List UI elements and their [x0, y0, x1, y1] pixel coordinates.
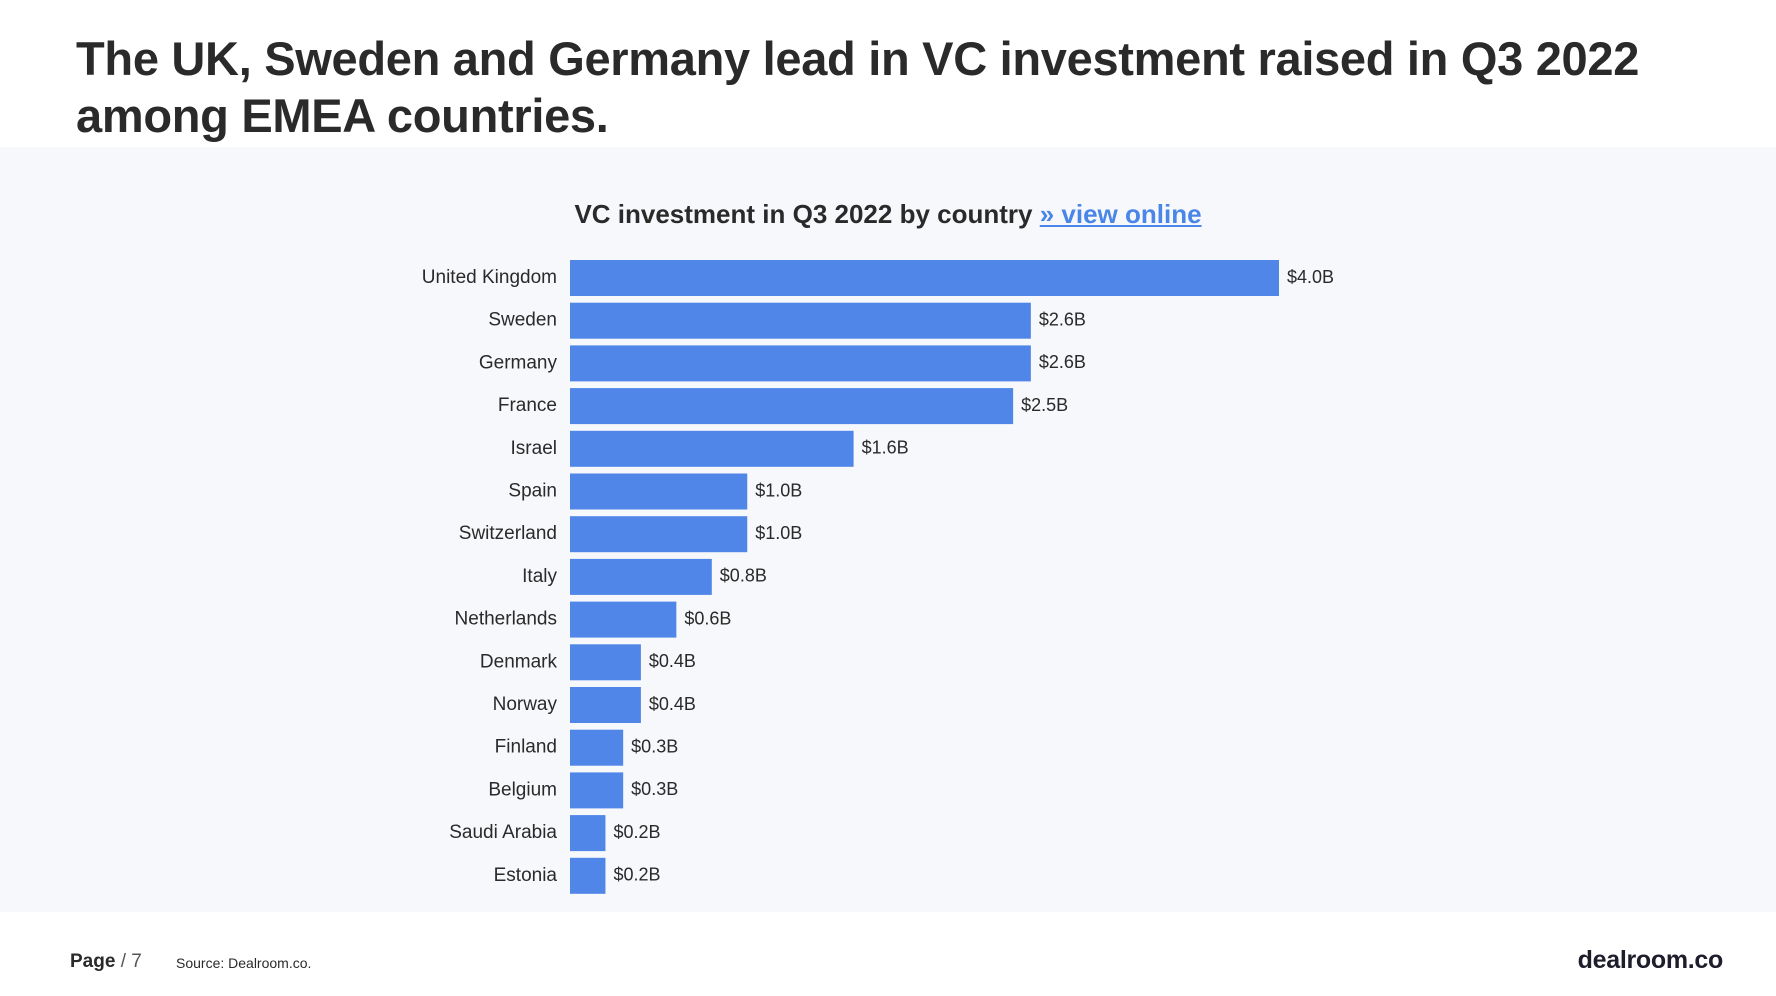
value-label-italy: $0.8B [720, 566, 767, 586]
value-label-finland: $0.3B [631, 736, 678, 756]
category-label-estonia: Estonia [494, 865, 558, 886]
page-label: Page [70, 951, 116, 972]
value-label-belgium: $0.3B [631, 779, 678, 799]
bar-netherlands[interactable] [570, 601, 677, 638]
bar-italy[interactable] [570, 558, 712, 595]
bar-estonia[interactable] [570, 857, 606, 894]
bar-united-kingdom[interactable] [570, 260, 1279, 296]
page-headline: The UK, Sweden and Germany lead in VC in… [76, 32, 1640, 142]
view-online-link[interactable]: » view online [1039, 199, 1202, 229]
category-label-united-kingdom: United Kingdom [422, 267, 557, 288]
chart-title-text: VC investment in Q3 2022 by country [574, 199, 1033, 229]
value-label-united-kingdom: $4.0B [1287, 267, 1334, 287]
bar-denmark[interactable] [570, 644, 641, 681]
category-label-finland: Finland [495, 737, 557, 758]
category-label-denmark: Denmark [480, 651, 558, 672]
page-separator: / [120, 951, 126, 972]
category-label-sweden: Sweden [488, 310, 557, 331]
value-label-saudi-arabia: $0.2B [613, 822, 660, 842]
value-label-denmark: $0.4B [649, 651, 696, 671]
value-label-switzerland: $1.0B [755, 523, 802, 543]
value-label-sweden: $2.6B [1039, 309, 1086, 329]
source-note: Source: Dealroom.co. [176, 955, 312, 971]
category-label-saudi-arabia: Saudi Arabia [449, 822, 557, 843]
bar-norway[interactable] [570, 687, 641, 723]
category-label-germany: Germany [479, 352, 558, 373]
dealroom-logo[interactable]: dealroom.co [1577, 946, 1724, 974]
chart-panel: VC investment in Q3 2022 by country » vi… [0, 147, 1776, 912]
category-label-netherlands: Netherlands [455, 609, 557, 630]
value-label-france: $2.5B [1021, 395, 1068, 415]
bar-belgium[interactable] [570, 772, 624, 809]
page-indicator: Page / 7 [70, 951, 142, 973]
bar-switzerland[interactable] [570, 516, 748, 553]
value-label-norway: $0.4B [649, 694, 696, 714]
category-label-israel: Israel [511, 438, 557, 459]
category-label-italy: Italy [522, 566, 557, 587]
bar-chart: United Kingdom $4.0B Sweden $2.6B Germany $2.… [422, 260, 1334, 894]
bar-sweden[interactable] [570, 302, 1031, 339]
category-label-france: France [498, 395, 557, 416]
bar-spain[interactable] [570, 473, 748, 510]
value-label-spain: $1.0B [755, 480, 802, 500]
page-number: 7 [131, 951, 142, 972]
category-label-norway: Norway [493, 694, 558, 715]
value-label-germany: $2.6B [1039, 352, 1086, 372]
value-label-estonia: $0.2B [613, 865, 660, 885]
chart-title: VC investment in Q3 2022 by country » vi… [0, 199, 1776, 230]
category-label-belgium: Belgium [488, 779, 557, 800]
bar-israel[interactable] [570, 430, 854, 467]
bar-germany[interactable] [570, 345, 1031, 382]
value-label-israel: $1.6B [862, 438, 909, 458]
bar-saudi-arabia[interactable] [570, 815, 606, 852]
value-label-netherlands: $0.6B [684, 608, 731, 628]
bar-france[interactable] [570, 388, 1014, 425]
category-label-spain: Spain [508, 481, 557, 502]
category-label-switzerland: Switzerland [459, 523, 557, 544]
bar-finland[interactable] [570, 729, 624, 766]
